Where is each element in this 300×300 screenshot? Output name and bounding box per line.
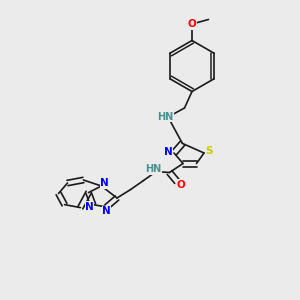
Text: O: O (176, 179, 185, 190)
Text: HN: HN (158, 112, 174, 122)
Text: N: N (100, 178, 109, 188)
Text: N: N (102, 206, 111, 217)
Text: O: O (188, 19, 196, 29)
Text: HN: HN (145, 164, 161, 174)
Text: N: N (85, 202, 94, 212)
Text: S: S (206, 146, 213, 157)
Text: N: N (164, 147, 173, 158)
